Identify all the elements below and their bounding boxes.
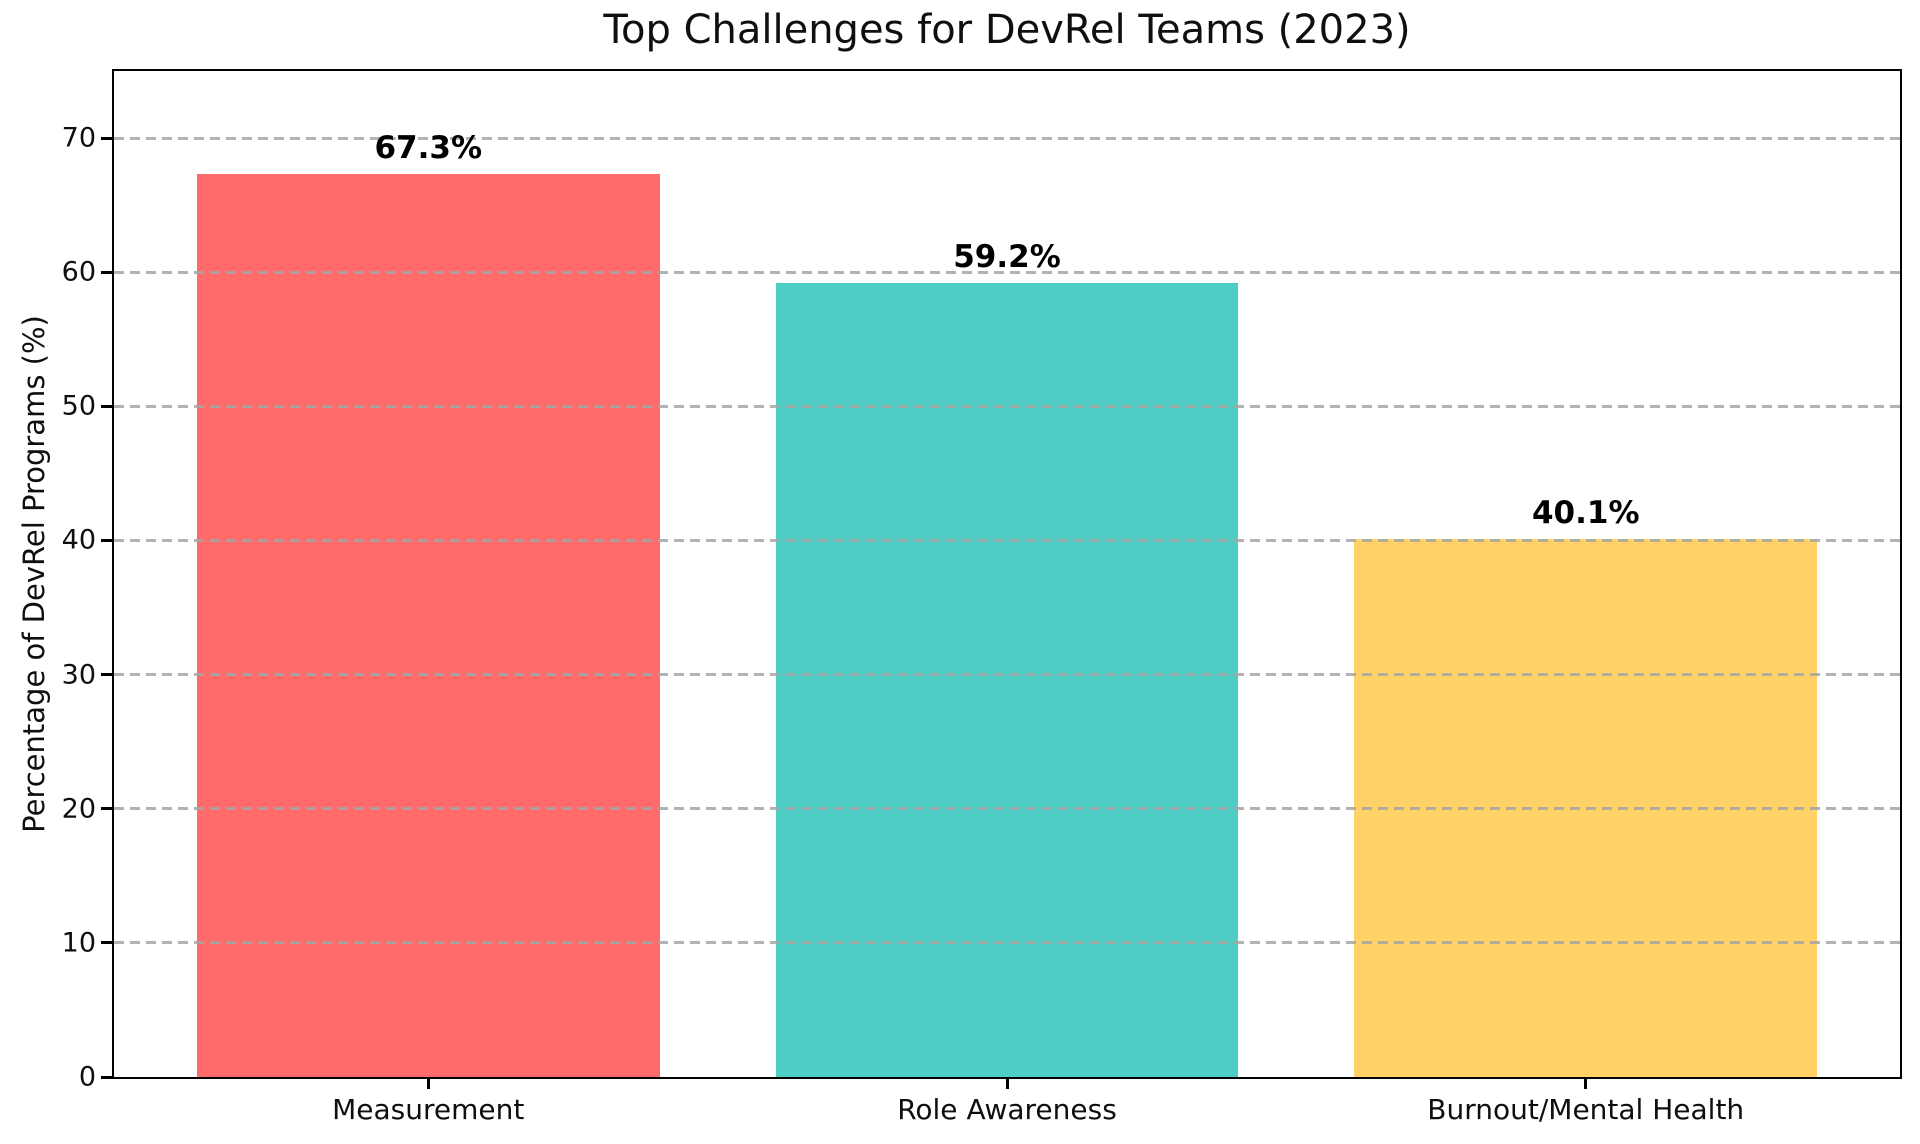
y-tick-mark xyxy=(101,538,114,542)
y-tick-label: 20 xyxy=(61,793,96,825)
x-tick-mark xyxy=(1584,1077,1588,1089)
y-tick-mark xyxy=(101,807,114,811)
y-gridline xyxy=(114,538,1900,542)
bar-value-label: 67.3% xyxy=(374,130,483,167)
x-tick-mark xyxy=(1005,1077,1009,1089)
bar-value-label: 40.1% xyxy=(1531,495,1640,532)
bar-role-awareness xyxy=(775,282,1239,1077)
y-gridline xyxy=(114,807,1900,811)
bar-measurement xyxy=(196,174,660,1077)
plot-area: 0 10 20 30 40 50 60 70 67.3% Measurement 59.2% Role… xyxy=(62,69,1902,1126)
x-tick-mark xyxy=(426,1077,430,1089)
y-tick-label: 50 xyxy=(61,390,96,422)
y-tick-mark xyxy=(101,941,114,945)
y-gridline xyxy=(114,136,1900,140)
y-tick-label: 30 xyxy=(61,659,96,691)
y-tick-mark xyxy=(101,270,114,274)
y-gridline xyxy=(114,941,1900,945)
y-gridline xyxy=(114,404,1900,408)
y-gridline xyxy=(114,270,1900,274)
y-tick-label: 10 xyxy=(61,927,96,959)
bar-value-label: 59.2% xyxy=(953,238,1061,275)
x-tick-label: Role Awareness xyxy=(897,1093,1117,1126)
y-tick-label: 60 xyxy=(61,256,96,288)
y-gridline xyxy=(114,673,1900,677)
y-tick-label: 0 xyxy=(78,1061,96,1093)
y-tick-mark xyxy=(101,404,114,408)
chart-title: Top Challenges for DevRel Teams (2023) xyxy=(603,7,1411,53)
y-tick-label: 70 xyxy=(61,122,96,154)
y-tick-mark xyxy=(101,673,114,677)
x-tick-label: Measurement xyxy=(332,1093,525,1126)
y-tick-mark xyxy=(101,136,114,140)
y-tick-mark xyxy=(101,1075,114,1079)
y-tick-label: 40 xyxy=(61,524,96,556)
x-tick-label: Burnout/Mental Health xyxy=(1427,1093,1745,1126)
